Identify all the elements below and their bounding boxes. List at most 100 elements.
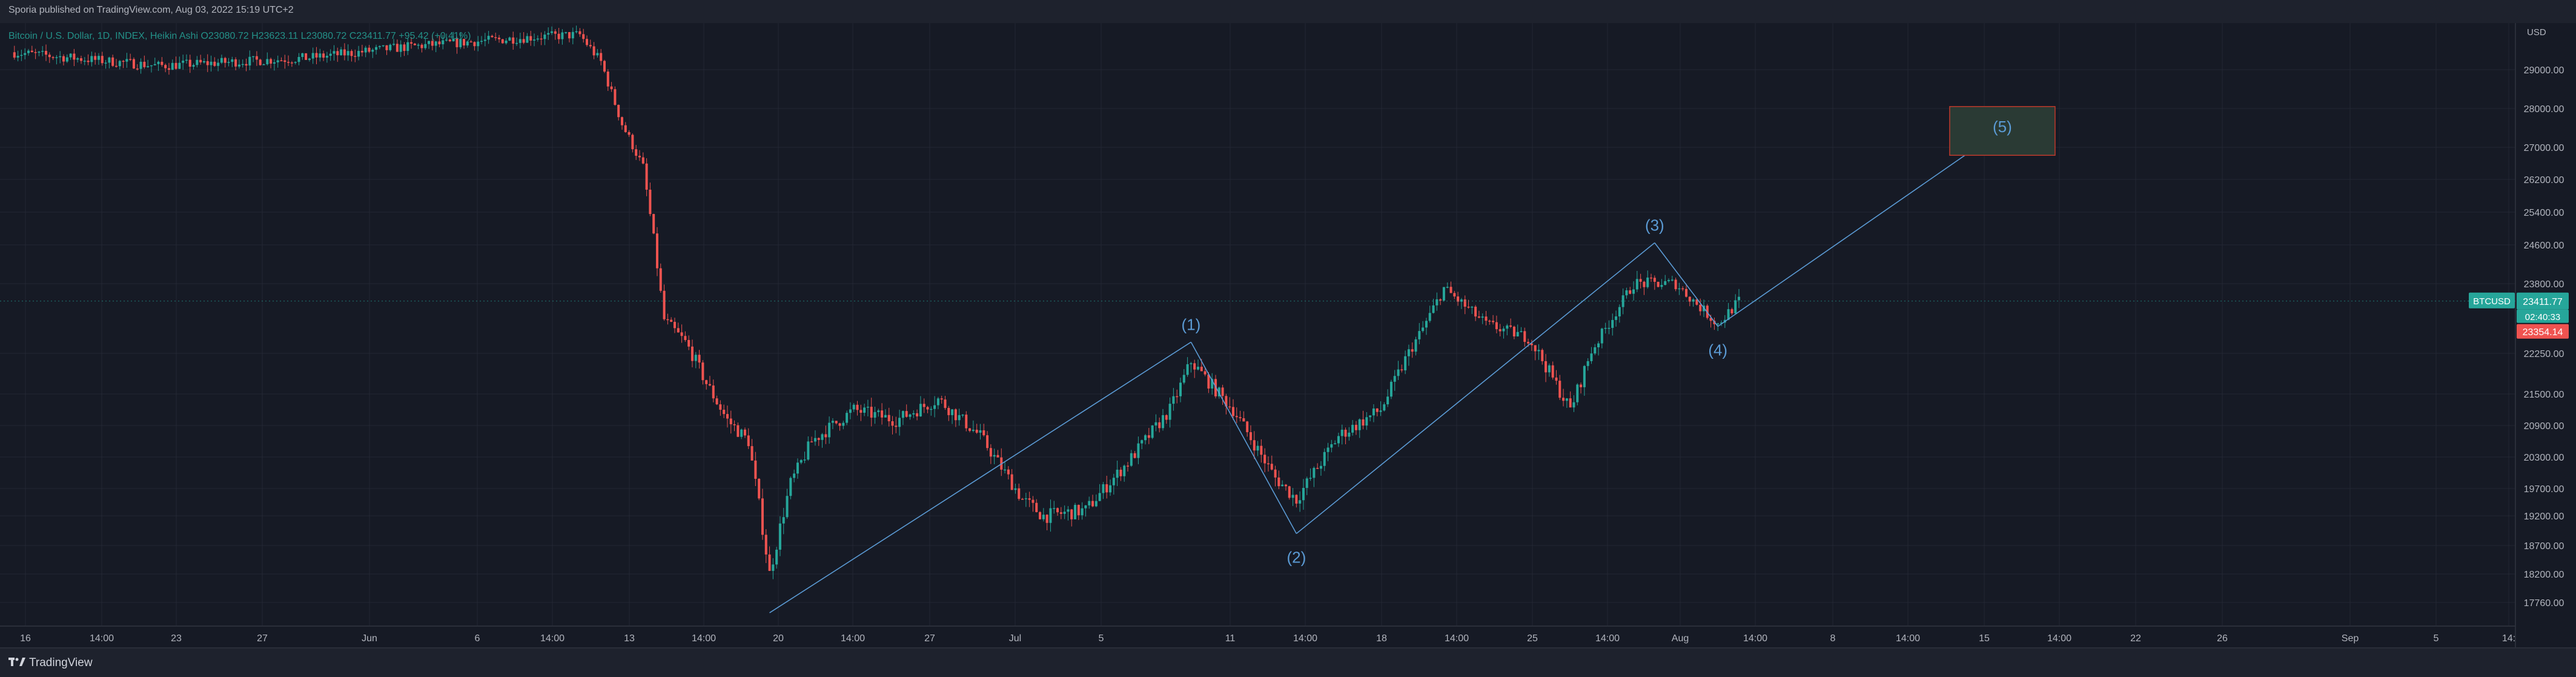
candle-body [522, 39, 525, 43]
candle-body [477, 41, 480, 47]
candle-body [76, 58, 79, 60]
candle-body [505, 41, 508, 44]
candle-body [1313, 467, 1316, 478]
candle-body [1024, 498, 1027, 499]
published-header: Sporia published on TradingView.com, Aug… [0, 0, 2576, 24]
candle-body [761, 498, 764, 535]
wave-line-segment[interactable] [1717, 121, 2013, 327]
candle-body [431, 41, 434, 46]
candle-body [1709, 318, 1712, 321]
candle-body [571, 32, 574, 39]
candle-body [1053, 508, 1056, 509]
candle-body [652, 214, 655, 234]
candle-body [512, 37, 515, 44]
candle-body [873, 412, 876, 418]
candle-body [1615, 316, 1618, 320]
candle-body [1358, 419, 1361, 430]
candle-body [856, 404, 859, 410]
candle-body [273, 62, 276, 64]
candle-body [448, 39, 451, 42]
candle-body [582, 34, 585, 39]
candle-body [65, 57, 68, 62]
candle-body [813, 438, 816, 442]
candle-body [1190, 363, 1193, 364]
wave-line-segment[interactable] [1190, 342, 1297, 534]
candle-body [1351, 424, 1354, 433]
candle-body [101, 56, 104, 64]
price-tick-label: 19700.00 [2524, 484, 2564, 495]
candle-body [382, 45, 385, 47]
candle-body [979, 430, 982, 433]
candle-body [708, 384, 711, 386]
candle-body [863, 407, 866, 413]
candle-body [346, 51, 349, 56]
candle-body [1646, 277, 1649, 287]
wave-line-segment[interactable] [769, 341, 1191, 613]
wave-line-segment[interactable] [1296, 242, 1655, 535]
candle-body [1670, 279, 1674, 281]
candle-body [940, 398, 943, 400]
candle-body [754, 460, 757, 479]
brand-name[interactable]: TradingView [29, 656, 93, 669]
time-tick-label: 14:00 [1595, 633, 1620, 644]
candle-body [494, 37, 497, 38]
candle-body [55, 57, 58, 58]
candle-body [111, 57, 114, 66]
candle-body [1548, 365, 1551, 373]
chart-area[interactable]: (5) (1) (2) (3) (4) Bitcoin / U.S. Dollar, 1D… [0, 23, 2576, 647]
candle-body [1249, 432, 1252, 441]
candle-body [245, 64, 248, 66]
published-info-text: Sporia published on TradingView.com, Aug… [8, 5, 294, 15]
candle-body [1102, 484, 1105, 493]
symbol-tag-label: BTCUSD [2473, 296, 2511, 307]
candle-body [1316, 467, 1319, 469]
candle-body [586, 39, 589, 45]
candle-body [129, 59, 132, 60]
candle-body [965, 415, 968, 429]
candle-body [592, 46, 595, 56]
candle-body [287, 62, 290, 63]
candle-body [1239, 417, 1242, 419]
price-chart[interactable]: (5) (1) (2) (3) (4) Bitcoin / U.S. Dollar, 1D… [0, 23, 2576, 647]
candle-body [835, 421, 838, 424]
time-tick-label: 5 [1099, 633, 1104, 644]
symbol-legend[interactable]: Bitcoin / U.S. Dollar, 1D, INDEX, Heikin… [8, 31, 471, 41]
candle-body [364, 47, 367, 53]
candle-body [210, 61, 213, 65]
wave-line-segment[interactable] [1654, 242, 1718, 327]
candle-body [1488, 321, 1491, 322]
chart-background [0, 23, 2576, 647]
candle-body [375, 47, 378, 50]
target-box[interactable] [1949, 106, 2056, 156]
candle-body [743, 429, 746, 436]
candle-body [1446, 287, 1449, 288]
candle-body [1354, 424, 1357, 430]
candle-body [1727, 309, 1730, 320]
candle-body [1365, 417, 1368, 426]
candle-body [603, 61, 606, 72]
candle-body [1049, 508, 1052, 523]
candle-body [866, 407, 869, 408]
tradingview-logo-icon[interactable] [8, 656, 25, 667]
candle-body [336, 51, 339, 56]
candle-body [673, 322, 676, 328]
currency-label: USD [2527, 27, 2546, 38]
candle-body [1067, 509, 1070, 512]
candle-body [329, 53, 332, 56]
candle-body [1453, 293, 1456, 297]
time-tick-label: 13 [624, 633, 635, 644]
candle-body [796, 462, 799, 474]
wave-label: (3) [1645, 216, 1664, 235]
candle-body [631, 135, 634, 150]
candle-body [1422, 327, 1425, 332]
candle-body [1485, 316, 1488, 321]
candle-body [424, 44, 427, 48]
candle-body [1270, 464, 1273, 470]
candle-body [491, 36, 494, 38]
candle-body [958, 415, 961, 421]
candle-body [1397, 369, 1400, 376]
candle-body [1460, 299, 1463, 302]
candle-body [1594, 347, 1597, 354]
candle-body [606, 72, 609, 87]
candle-body [1035, 502, 1038, 512]
